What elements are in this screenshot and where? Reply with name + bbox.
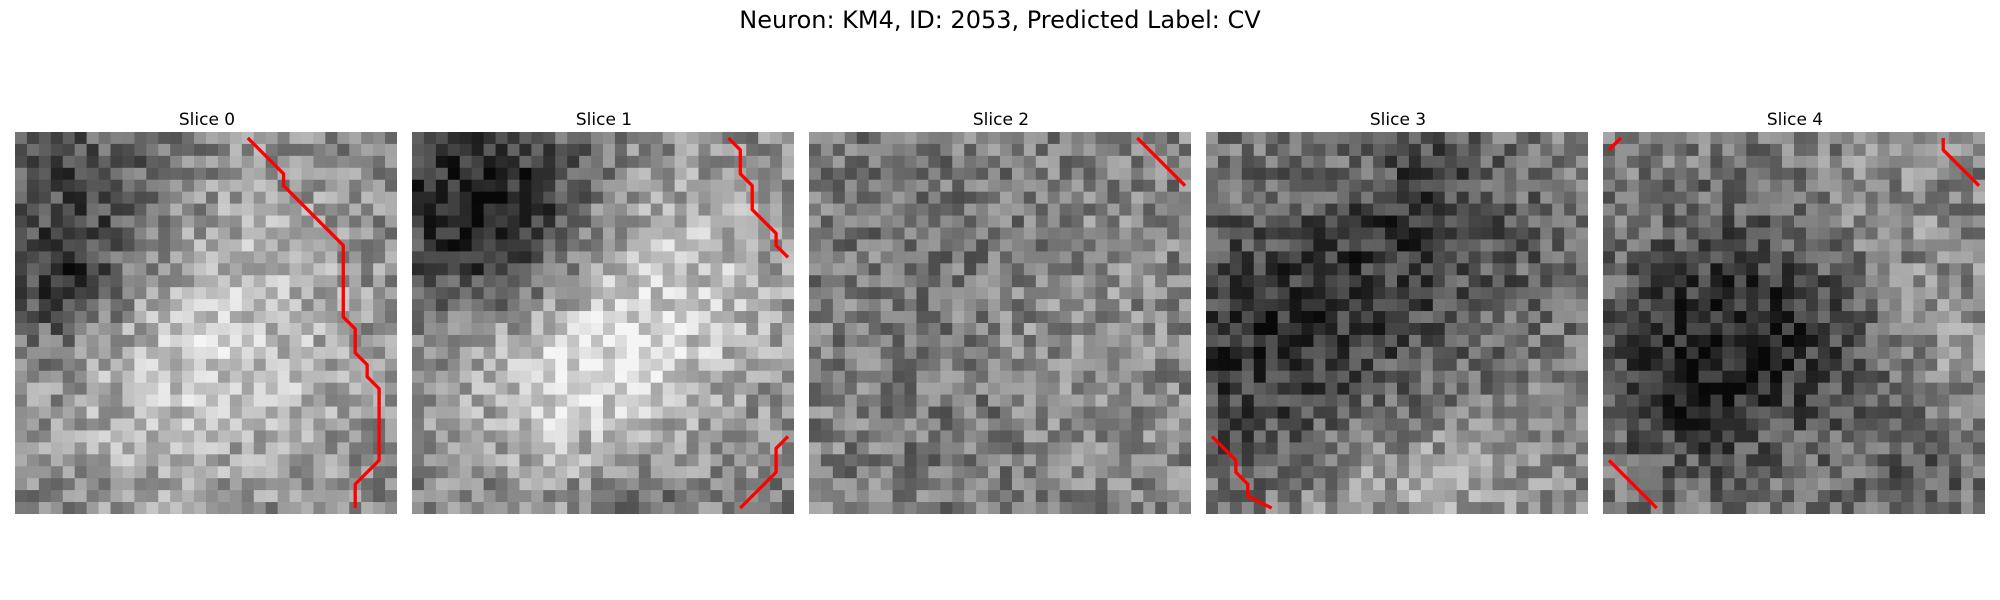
- slice-title: Slice 2: [809, 108, 1193, 132]
- slice-image: [809, 132, 1191, 514]
- slice-image: [15, 132, 397, 514]
- slice-panel-4: Slice 4: [1603, 108, 1987, 514]
- slice-title: Slice 4: [1603, 108, 1987, 132]
- slice-panel-1: Slice 1: [412, 108, 796, 514]
- slice-panel-3: Slice 3: [1206, 108, 1590, 514]
- slice-title: Slice 3: [1206, 108, 1590, 132]
- slice-image: [412, 132, 794, 514]
- slice-image: [1603, 132, 1985, 514]
- figure-title: Neuron: KM4, ID: 2053, Predicted Label: …: [0, 6, 2000, 34]
- slice-panel-2: Slice 2: [809, 108, 1193, 514]
- slice-image: [1206, 132, 1588, 514]
- slice-title: Slice 0: [15, 108, 399, 132]
- slice-title: Slice 1: [412, 108, 796, 132]
- slice-panel-0: Slice 0: [15, 108, 399, 514]
